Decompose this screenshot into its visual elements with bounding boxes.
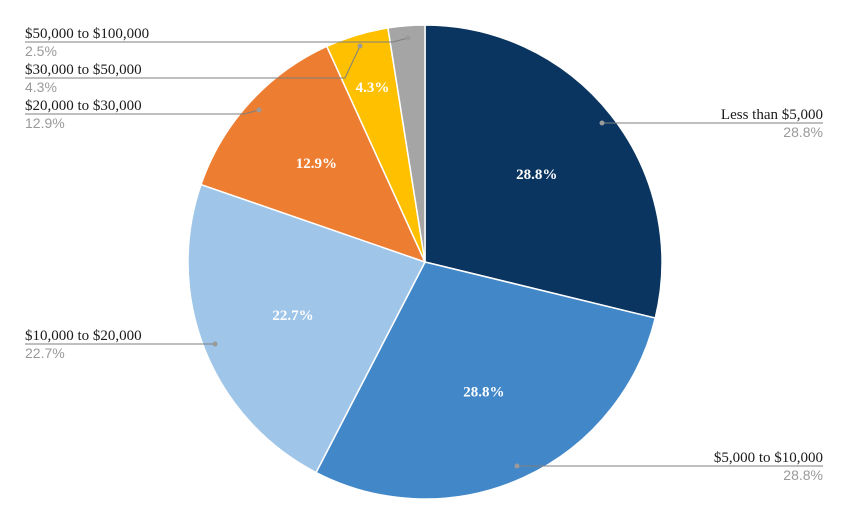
leader-dot (212, 341, 218, 347)
slice-value-label: 28.8% (463, 384, 504, 400)
callout-value-label: 22.7% (25, 345, 65, 361)
pie-slice-50-000-to-100-000 (387, 24, 426, 263)
slice-value-label: 12.9% (296, 156, 337, 172)
callout-category-label: Less than $5,000 (721, 107, 823, 123)
leader-dot (599, 120, 605, 126)
slice-value-label: 4.3% (356, 80, 390, 96)
pie-slices (187, 24, 663, 500)
leader-dot (357, 43, 363, 49)
callout-category-label: $30,000 to $50,000 (25, 62, 142, 78)
callout-value-label: 4.3% (25, 79, 57, 95)
callout-value-label: 12.9% (25, 115, 65, 131)
pie-slice-20-000-to-30-000 (200, 45, 427, 264)
callout-value-label: 28.8% (783, 124, 823, 140)
pie-slice-less-than-5-000 (424, 24, 663, 319)
pie-slice-5-000-to-10-000 (315, 261, 657, 500)
callout-category-label: $20,000 to $30,000 (25, 98, 142, 114)
leader-dot (514, 463, 520, 469)
callout-value-label: 2.5% (25, 43, 57, 59)
slice-value-labels: 28.8% 28.8% 22.7% 12.9% 4.3% (272, 80, 557, 400)
pie-slice-10-000-to-20-000 (187, 183, 427, 474)
callout-category-label: $50,000 to $100,000 (25, 26, 149, 42)
leader-dot (256, 107, 262, 113)
leader-line (25, 37, 409, 43)
slice-value-label: 28.8% (516, 167, 557, 183)
callout-value-label: 28.8% (783, 467, 823, 483)
leader-line (25, 109, 260, 115)
leader-line (25, 45, 361, 79)
slice-value-label: 22.7% (272, 308, 313, 324)
callout-category-label: $10,000 to $20,000 (25, 328, 142, 344)
callout-category-label: $5,000 to $10,000 (714, 450, 823, 466)
leader-dot (405, 35, 411, 41)
